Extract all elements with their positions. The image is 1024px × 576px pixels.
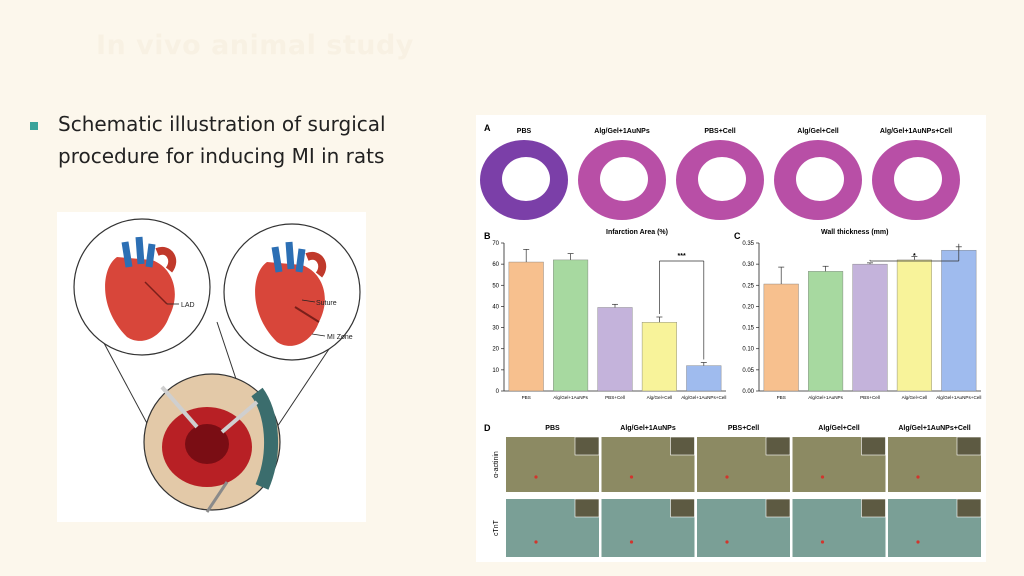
chart-infarction-area: 0 10 20 30 40 50 60 70 PBS Alg/Gel+1AuNPs PBS+Cell… — [492, 241, 726, 400]
slide-title: In vivo animal study — [96, 30, 414, 61]
results-figure: A PBS Alg/Gel+1AuNPs PBS+Cell Alg/Gel+Cell A… — [476, 115, 986, 562]
x-tick-label: Alg/Gel+Cell — [647, 395, 673, 400]
bar — [852, 263, 888, 392]
x-tick-label: PBS+Cell — [605, 395, 625, 400]
stain-image-inset — [765, 436, 791, 456]
stain-marker-arrow — [820, 540, 825, 544]
chart-b-title: Infarction Area (%) — [606, 229, 668, 236]
stain-image-inset — [574, 498, 600, 518]
x-tick-label: Alg/Gel+Cell — [902, 395, 928, 400]
bar — [896, 259, 932, 392]
significance-marker: *** — [678, 253, 686, 260]
stain-image-inset — [861, 436, 886, 456]
panel-label-b: B — [484, 231, 491, 241]
surgery-illustration: LAD Suture MI Zone — [57, 212, 366, 522]
panel-d-stain-grid: PBS Alg/Gel+1AuNPs PBS+Cell Alg/Gel+Cell Alg… — [493, 425, 982, 557]
stain-header: PBS — [545, 425, 560, 432]
stain-image-inset — [765, 498, 791, 518]
stain-image-inset — [670, 498, 695, 518]
histology-lumen — [600, 157, 648, 201]
heart-lad-circle: LAD — [73, 218, 211, 356]
stain-image-inset — [670, 436, 695, 456]
histology-lumen — [502, 157, 550, 201]
histology-header: Alg/Gel+1AuNPs — [594, 128, 650, 135]
bar — [597, 307, 633, 392]
heart-mi-circle: Suture MI Zone — [223, 223, 361, 361]
surgery-illustration-svg: LAD Suture MI Zone — [73, 218, 361, 513]
y-tick-label: 20 — [492, 347, 499, 353]
y-tick-label: 30 — [492, 326, 499, 332]
y-tick-label: 0.10 — [742, 347, 754, 353]
significance-marker: * — [913, 253, 916, 260]
x-tick-label: PBS — [777, 395, 786, 400]
histology-lumen — [698, 157, 746, 201]
stain-row-label: cTnT — [493, 519, 500, 536]
y-tick-label: 0.15 — [742, 326, 754, 332]
y-tick-label: 0.30 — [742, 262, 754, 268]
y-tick-label: 0.00 — [742, 389, 754, 395]
label-suture: Suture — [316, 300, 337, 307]
stain-marker-arrow — [725, 540, 729, 544]
stain-header: Alg/Gel+Cell — [818, 425, 859, 432]
stain-row-label: α-actinin — [493, 451, 500, 478]
histology-lumen — [894, 157, 942, 201]
bar — [641, 322, 677, 392]
x-tick-label: PBS+Cell — [860, 395, 880, 400]
y-tick-label: 0.05 — [742, 368, 754, 374]
stain-marker-arrow — [916, 540, 920, 544]
y-tick-label: 60 — [492, 262, 499, 268]
bar — [808, 271, 844, 392]
histology-lumen — [796, 157, 844, 201]
stain-marker-arrow — [725, 475, 729, 479]
bullet-marker — [30, 122, 38, 130]
histology-header: PBS+Cell — [704, 128, 735, 135]
bar — [508, 261, 544, 392]
y-tick-label: 10 — [492, 368, 499, 374]
histology-header: Alg/Gel+Cell — [797, 128, 838, 135]
bar — [686, 365, 722, 392]
x-tick-label: PBS — [522, 395, 531, 400]
bar — [941, 249, 977, 392]
stain-marker-arrow — [820, 475, 825, 479]
histology-header: Alg/Gel+1AuNPs+Cell — [880, 128, 952, 135]
label-lad: LAD — [181, 302, 195, 309]
stain-marker-arrow — [534, 540, 538, 544]
y-tick-label: 0.35 — [742, 241, 754, 247]
x-tick-label: Alg/Gel+1AuNPs+Cell — [681, 395, 726, 400]
stain-header: Alg/Gel+1AuNPs — [620, 425, 676, 432]
stain-marker-arrow — [534, 475, 538, 479]
y-tick-label: 0.20 — [742, 304, 754, 310]
bullet-text: Schematic illustration of surgical proce… — [58, 112, 386, 168]
x-tick-label: Alg/Gel+1AuNPs+Cell — [936, 395, 981, 400]
bar — [553, 259, 589, 392]
stain-image-inset — [574, 436, 600, 456]
stain-header: PBS+Cell — [728, 425, 759, 432]
results-figure-svg: A PBS Alg/Gel+1AuNPs PBS+Cell Alg/Gel+Cell A… — [480, 123, 982, 557]
chart-wall-thickness: 0.00 0.05 0.10 0.15 0.20 0.25 0.30 0.35 PBS Alg/G… — [742, 241, 981, 400]
y-tick-label: 0 — [496, 389, 500, 395]
stain-image-inset — [956, 498, 982, 518]
stain-marker-arrow — [629, 540, 634, 544]
stain-image-inset — [956, 436, 982, 456]
stain-header: Alg/Gel+1AuNPs+Cell — [898, 425, 970, 432]
y-tick-label: 50 — [492, 283, 499, 289]
bar — [763, 283, 799, 392]
label-mi-zone: MI Zone — [327, 334, 353, 341]
panel-label-d: D — [484, 423, 491, 433]
panel-a-histology: PBS Alg/Gel+1AuNPs PBS+Cell Alg/Gel+Cell Alg… — [480, 128, 960, 220]
stain-marker-arrow — [916, 475, 920, 479]
panel-label-a: A — [484, 123, 491, 133]
y-tick-label: 70 — [492, 241, 499, 247]
stain-marker-arrow — [629, 475, 634, 479]
surgery-photo-circle — [143, 373, 281, 513]
x-tick-label: Alg/Gel+1AuNPs — [553, 395, 588, 400]
stain-image-inset — [861, 498, 886, 518]
panel-label-c: C — [734, 231, 741, 241]
y-tick-label: 40 — [492, 304, 499, 310]
y-tick-label: 0.25 — [742, 283, 754, 289]
x-tick-label: Alg/Gel+1AuNPs — [808, 395, 843, 400]
histology-header: PBS — [517, 128, 532, 135]
chart-c-title: Wall thickness (mm) — [821, 229, 888, 236]
